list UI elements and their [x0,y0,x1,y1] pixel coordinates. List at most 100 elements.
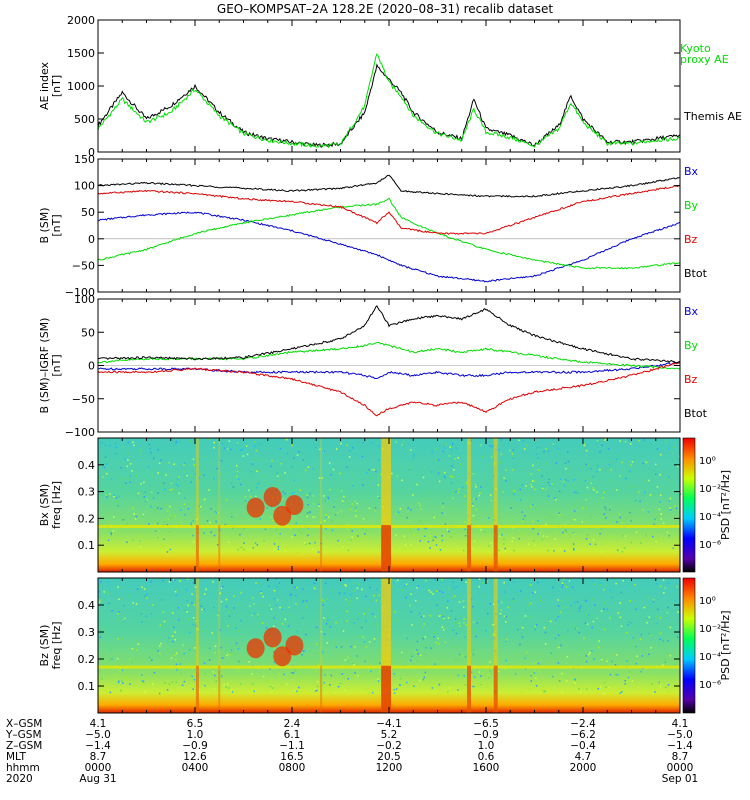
spectrogram-pixel [356,655,358,657]
spectrogram-pixel [232,486,235,488]
spectrogram-pixel [162,626,165,628]
spectrogram-pixel [368,692,370,694]
spectrogram-pixel [440,516,443,518]
spectrogram-pixel [647,511,650,513]
spectrogram-pixel [178,492,180,495]
spectrogram-pixel [361,455,364,458]
spectrogram-pixel [100,581,102,583]
spectrogram-pixel [360,643,363,646]
spectrogram-pixel [579,691,582,694]
spectrogram-pixel [105,463,108,465]
spectrogram-pixel [566,635,569,637]
spectrogram-pixel [197,477,200,479]
spectrogram-pixel [307,534,309,537]
spectrogram-pixel [443,475,446,477]
spectrogram-pixel [171,681,174,683]
spectrogram-pixel [563,484,565,487]
spectrogram-pixel [230,482,233,484]
spectrogram-pixel [463,618,465,620]
spectrogram-pixel [367,608,369,610]
spectrogram-pixel [304,542,306,544]
spectrogram-pixel [105,472,108,475]
spectrogram-pixel [219,629,222,631]
spectrogram-pixel [674,505,676,508]
spectrogram-pixel [439,471,441,473]
spectrogram-pixel [561,672,563,675]
spectrogram-pixel [314,688,317,690]
spectrogram-pixel [273,589,276,592]
spectrogram-pixel [638,491,640,493]
spectrogram-pixel [175,483,178,485]
spectrogram-pixel [584,622,587,624]
spectrogram-pixel [621,461,623,464]
spectrogram-pixel [314,690,317,692]
spectrogram-pixel [125,482,127,484]
spectrogram-pixel [251,614,253,617]
spectrogram-pixel [552,443,555,445]
spectrogram-pixel [303,668,305,670]
spectrogram-pixel [396,475,399,477]
spectrogram-pixel [492,633,495,636]
spectrogram-pixel [195,624,197,627]
spectrogram-pixel [399,684,401,686]
spectrogram-pixel [558,490,561,493]
spectrogram-pixel [395,688,398,690]
spectrogram-pixel [655,615,657,618]
spectrogram-pixel [143,588,146,590]
spectrogram-pixel [313,582,316,585]
spectrogram-pixel [441,441,443,443]
spectrogram-pixel [341,664,343,666]
spectrogram-pixel [489,661,491,663]
spectrogram-pixel [513,490,516,492]
spectrogram-pixel [266,507,268,509]
spectrogram-pixel [633,486,636,488]
spectrogram-pixel [121,669,124,672]
spectrogram-pixel [596,491,598,493]
spectrogram-pixel [304,588,306,590]
spectrogram-pixel [401,549,404,551]
spectrogram-pixel [652,598,655,601]
spectrogram-pixel [573,684,575,686]
series-kyoto-proxy-ae [97,53,681,149]
spectrogram-pixel [321,599,324,601]
spectrogram-pixel [271,459,273,462]
panel-frame [97,19,681,153]
spectrogram-pixel [162,523,165,526]
spectrogram-pixel [635,662,637,665]
spectrogram-pixel [129,683,131,685]
spectrogram-pixel [513,549,515,552]
spectrogram-pixel [487,612,489,615]
spectrogram-pixel [463,503,466,505]
spectrogram-pixel [331,519,333,522]
spectrogram-pixel [615,582,617,585]
spectrogram-pixel [146,597,148,599]
colorbar-tick-label: 10⁰ [699,596,716,607]
spectrogram-pixel [630,622,633,624]
spectrogram-pixel [361,528,364,530]
spectrogram-pixel [136,649,138,651]
spectrogram-pixel [578,631,580,634]
spectrogram-pixel [243,548,245,551]
spectrogram-pixel [350,539,352,541]
spectrogram-pixel [415,599,417,602]
spectrogram-pixel [407,507,409,509]
spectrogram-pixel [462,655,464,657]
spectrogram-pixel [228,615,231,617]
spectrogram-pixel [593,489,595,491]
spectrogram-pixel [117,504,119,507]
spectrogram-pixel [535,677,537,680]
spectrogram-pixel [261,622,264,624]
spectrogram-pixel [291,672,293,674]
spectrogram-pixel [159,652,161,655]
spectrogram-pixel [401,444,403,446]
spectrogram-pixel [220,600,223,603]
spectrogram-pixel [218,612,221,614]
spectrogram-pixel [140,535,142,537]
spectrogram-pixel [504,668,506,670]
spectrogram-pixel [327,619,329,621]
spectrogram-pixel [193,673,196,676]
spectrogram-pixel [212,581,214,583]
spectrogram-pixel [560,644,562,647]
spectrogram-pixel [503,543,505,545]
spectrogram-pixel [229,653,231,656]
